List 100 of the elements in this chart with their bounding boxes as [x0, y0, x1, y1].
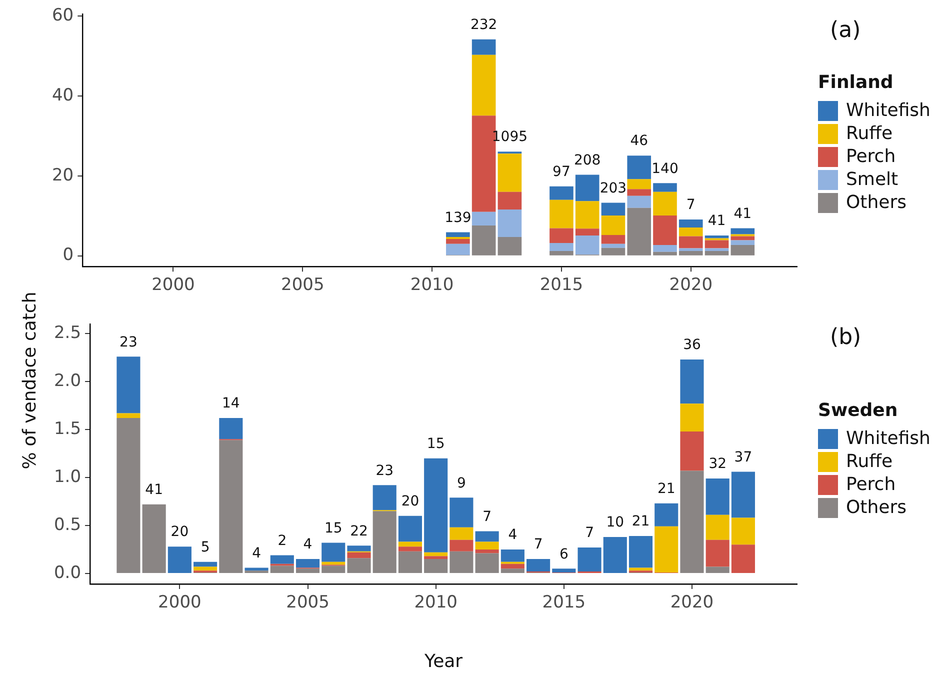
bar: [654, 503, 678, 526]
annotation: 6: [559, 546, 568, 562]
x-tick-label: 2005: [286, 592, 330, 613]
y-tick-label: 40: [52, 85, 74, 106]
y-tick-label: 1.0: [54, 466, 82, 487]
bar: [424, 458, 448, 552]
bar: [142, 504, 166, 573]
bar: [706, 478, 730, 515]
bar: [730, 240, 755, 246]
bar: [244, 568, 268, 571]
annotation: 41: [708, 213, 726, 230]
x-tick-label: 2020: [670, 592, 714, 613]
x-tick-label: 2015: [540, 275, 584, 296]
annotation: 32: [708, 456, 727, 472]
bar: [678, 248, 703, 252]
legend-label: Others: [846, 192, 906, 213]
y-tick-label: 0.5: [54, 514, 82, 535]
bar: [472, 225, 496, 256]
bar: [730, 228, 755, 234]
bar: [498, 237, 522, 256]
bar: [347, 558, 371, 573]
bar: [552, 568, 576, 572]
bar: [654, 526, 678, 572]
bar: [575, 174, 600, 202]
bar: [680, 431, 704, 471]
legend-label: Perch: [846, 146, 896, 167]
bar: [680, 404, 704, 432]
annotation: 21: [632, 514, 650, 530]
y-tick-label: 0: [62, 245, 74, 266]
y-tick-label: 2.5: [54, 323, 82, 344]
bar: [678, 219, 703, 228]
bar: [475, 542, 499, 550]
annotation: 208: [574, 152, 601, 168]
bar: [372, 485, 396, 510]
annotation: 22: [350, 523, 368, 540]
bar: [653, 215, 677, 246]
bar: [168, 546, 192, 573]
bar: [704, 251, 729, 256]
bar: [500, 568, 524, 573]
bar: [116, 413, 140, 418]
legend-label: Whitefish: [846, 100, 930, 121]
bar: [498, 154, 522, 192]
bar: [116, 418, 140, 573]
bar: [498, 192, 522, 210]
annotation: 10: [606, 514, 624, 531]
legend-title: Sweden: [818, 400, 899, 421]
annotation: 37: [734, 449, 752, 466]
bar: [627, 179, 652, 190]
y-tick-label: 2.0: [54, 370, 82, 391]
bar: [322, 562, 346, 565]
bar: [706, 540, 730, 567]
bar: [475, 553, 499, 573]
bar: [472, 212, 496, 226]
bar: [680, 360, 704, 404]
annotation: 7: [482, 508, 492, 525]
legend-label: Ruffe: [846, 123, 893, 144]
bar: [575, 235, 600, 255]
x-tick-label: 2015: [542, 592, 586, 613]
x-tick-label: 2000: [152, 275, 195, 296]
annotation: 2: [278, 532, 287, 549]
bar: [219, 418, 243, 440]
bar: [219, 440, 243, 573]
bar: [450, 540, 474, 552]
bar: [194, 566, 218, 571]
bar: [472, 54, 496, 116]
bar: [500, 564, 524, 569]
annotation: 14: [222, 396, 240, 412]
bar: [601, 244, 626, 248]
bar: [627, 156, 652, 180]
bar: [730, 245, 755, 256]
annotation: 7: [585, 525, 594, 542]
bar: [526, 559, 550, 572]
bar: [322, 542, 346, 562]
x-tick-label: 2010: [410, 275, 454, 296]
bar: [601, 215, 626, 236]
annotation: 21: [657, 481, 676, 498]
bar: [296, 559, 320, 568]
bar: [578, 548, 602, 572]
bar: [550, 228, 574, 244]
bar: [450, 498, 474, 528]
bar: [601, 202, 626, 216]
bar: [653, 245, 677, 252]
bar: [601, 235, 626, 244]
bar: [424, 559, 448, 573]
bar: [575, 201, 600, 229]
legend-title: Finland: [818, 72, 894, 93]
y-axis-title: % of vendace catch: [20, 290, 40, 472]
annotation: 203: [600, 180, 627, 196]
x-axis-title: Year: [423, 650, 464, 672]
x-tick-label: 2005: [281, 275, 324, 296]
bar: [347, 552, 371, 558]
bar: [601, 248, 626, 256]
bar: [731, 544, 755, 573]
bar: [731, 472, 755, 518]
bar: [446, 244, 470, 256]
bar: [628, 536, 653, 568]
annotation: 23: [376, 462, 394, 479]
bar: [398, 542, 422, 547]
bar: [500, 549, 524, 562]
bar: [424, 552, 448, 556]
